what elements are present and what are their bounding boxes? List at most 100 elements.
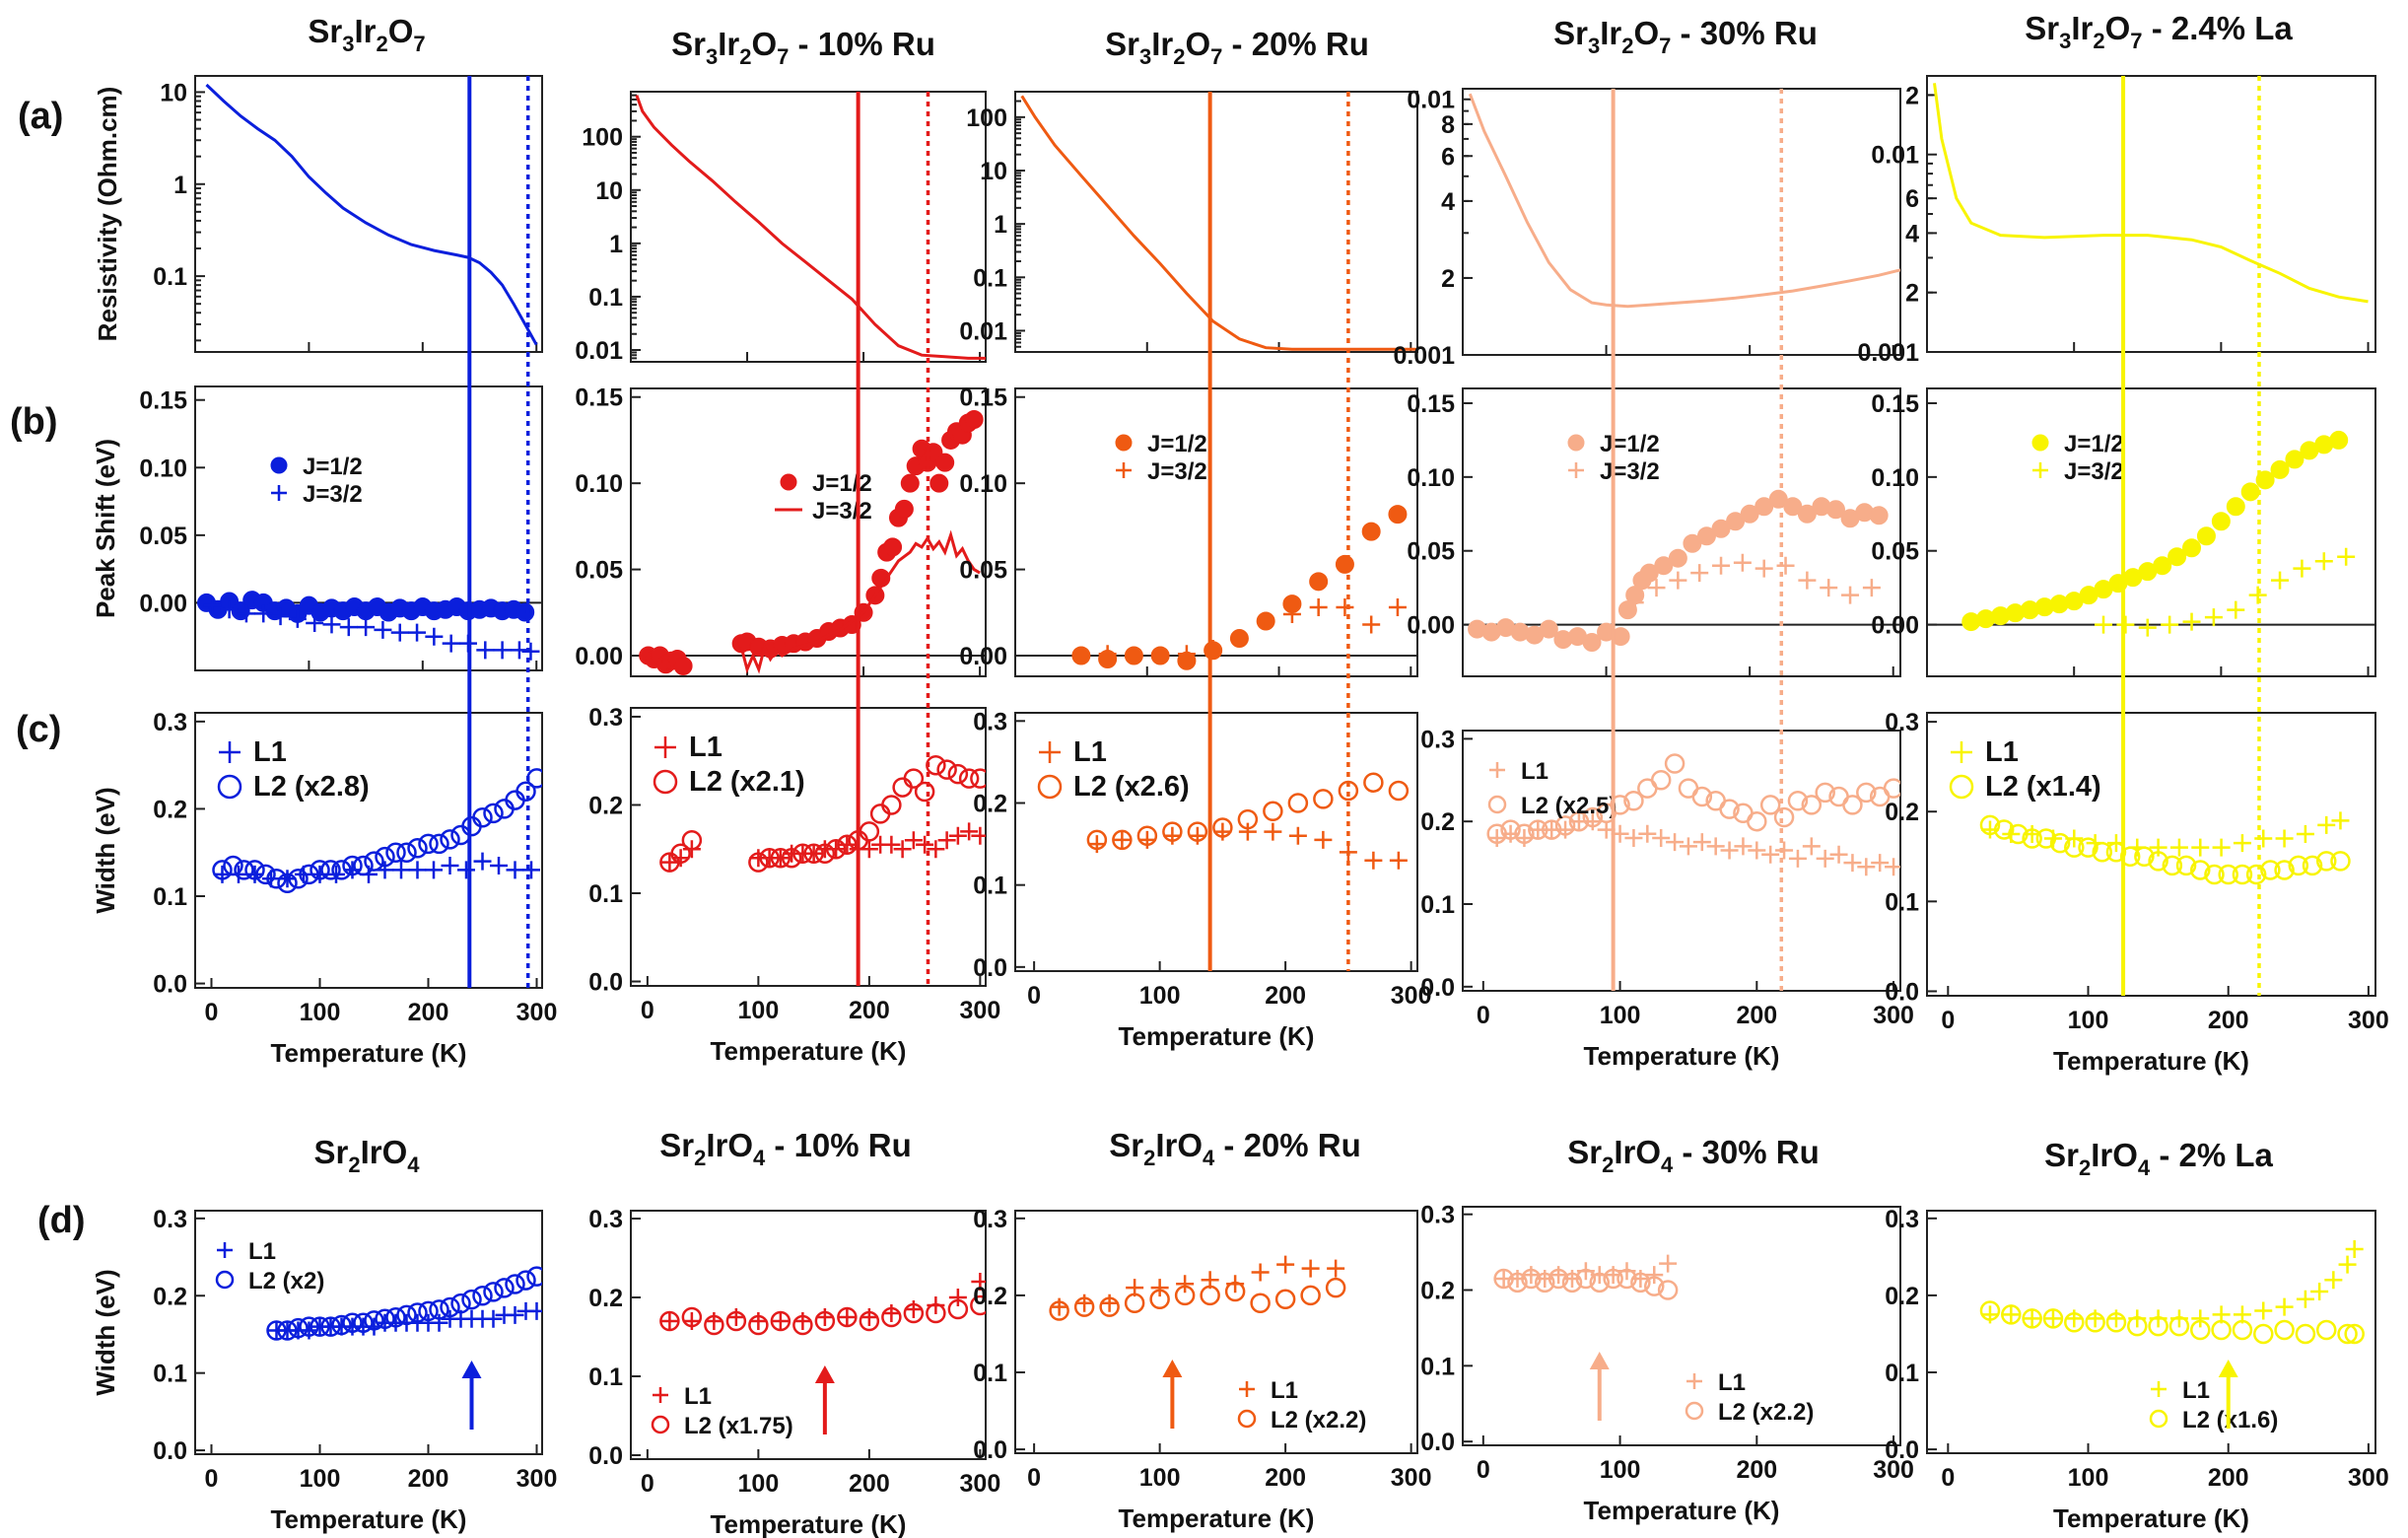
data-point xyxy=(266,869,287,889)
data-point xyxy=(1820,579,1838,597)
series-J=3/2 xyxy=(1625,553,1881,612)
x-tick-label: 200 xyxy=(849,1470,890,1498)
data-point xyxy=(2337,547,2356,566)
data-point xyxy=(2254,1301,2273,1320)
x-tick-label: 100 xyxy=(2068,1007,2109,1034)
data-point xyxy=(396,842,417,863)
data-point xyxy=(331,860,352,880)
legend-marker xyxy=(219,741,241,763)
data-point xyxy=(860,840,878,859)
data-point xyxy=(1276,1255,1295,1274)
data-point xyxy=(1213,822,1232,841)
data-point xyxy=(484,1309,503,1328)
data-point xyxy=(1257,612,1275,631)
x-tick-label: 200 xyxy=(408,999,449,1026)
x-tick-label: 300 xyxy=(1391,982,1432,1010)
data-point xyxy=(2288,855,2309,876)
data-point xyxy=(476,641,495,660)
series-line xyxy=(739,529,981,674)
data-point xyxy=(926,1302,946,1324)
data-point xyxy=(2064,1311,2085,1333)
y-tick-label: 0.1 xyxy=(1420,1353,1455,1380)
data-point xyxy=(299,864,319,885)
y-axis-label: Width (eV) xyxy=(91,787,120,913)
data-point xyxy=(860,1308,878,1326)
legend-marker xyxy=(1567,434,1585,452)
panel-b3: 0.00 0.05 0.10 0.15 J=1/2J=3/2 xyxy=(959,384,1418,677)
data-point xyxy=(2149,838,2167,857)
data-point xyxy=(472,1286,493,1306)
data-point xyxy=(430,1313,448,1332)
data-point xyxy=(2315,851,2337,872)
data-point xyxy=(494,1278,515,1298)
plot-frame xyxy=(194,712,543,989)
series-L1 xyxy=(213,852,540,888)
data-point xyxy=(2275,1297,2294,1316)
y-tick-label: 0.1 xyxy=(973,873,1007,900)
data-point xyxy=(1554,815,1576,836)
data-point xyxy=(726,1308,745,1326)
data-point xyxy=(1733,553,1752,572)
plot-frame xyxy=(1926,712,2376,997)
data-point xyxy=(353,1312,374,1333)
data-point xyxy=(1617,1268,1637,1290)
plot-frame xyxy=(194,75,543,353)
data-point xyxy=(1706,837,1725,856)
legend-label: L1 xyxy=(684,1383,712,1410)
y-tick-label: 0.1 xyxy=(1420,891,1455,919)
data-point xyxy=(1871,854,1890,873)
x-tick-label: 0 xyxy=(1027,1464,1041,1492)
panel-a4: 0.001 2 4 6 80.01 xyxy=(1393,87,1901,370)
data-point xyxy=(948,1289,967,1306)
y-tick-label: 4 xyxy=(1905,220,1919,247)
legend-label: L1 xyxy=(248,1238,276,1265)
data-point xyxy=(759,847,780,869)
data-point xyxy=(1862,579,1881,597)
plot-frame xyxy=(1014,712,1418,972)
y-tick-label: 0.001 xyxy=(1393,342,1455,370)
x-axis-label: Temperature (K) xyxy=(2053,1046,2249,1076)
legend: L1 L2 (x1.75) xyxy=(651,1383,793,1439)
panel-c2: 0.0 0.1 0.2 0.3 0 100 200 300 Temperature (K) L1L… xyxy=(588,704,1000,1066)
y-tick-label: 0.2 xyxy=(588,792,623,819)
y-tick-label: 2 xyxy=(1905,280,1919,308)
series-line xyxy=(1020,95,1417,351)
y-tick-label: 0.2 xyxy=(1885,799,1919,826)
data-point xyxy=(2095,615,2113,634)
data-point xyxy=(1691,786,1713,807)
data-point xyxy=(483,1282,504,1302)
data-point xyxy=(1657,1280,1679,1300)
data-point xyxy=(2148,1315,2168,1337)
data-point xyxy=(516,781,536,802)
data-layer xyxy=(1468,93,1900,309)
plot-frame xyxy=(1926,1210,2376,1454)
data-point xyxy=(1362,615,1381,634)
data-point xyxy=(1788,849,1807,868)
data-point xyxy=(1623,790,1644,811)
data-point xyxy=(1541,819,1562,840)
data-point xyxy=(1388,598,1407,617)
data-point xyxy=(705,1312,723,1330)
x-tick-label: 0 xyxy=(205,1465,219,1493)
x-tick-label: 100 xyxy=(1139,1464,1181,1492)
plot-frame xyxy=(1462,88,1901,356)
data-point xyxy=(960,822,979,841)
panel-title-a5: Sr3Ir2O7 - 2.4% La xyxy=(2025,10,2293,53)
y-tick-label: 0.3 xyxy=(588,704,623,732)
data-point xyxy=(2295,1323,2316,1345)
panel-title-d3: Sr2IrO4 - 20% Ru xyxy=(1109,1127,1361,1170)
data-point xyxy=(964,409,984,429)
data-point xyxy=(970,1294,986,1316)
y-tick-label: 0.00 xyxy=(1871,612,1919,640)
series-L2 (x1.75) xyxy=(659,1294,986,1336)
data-point xyxy=(770,1310,791,1332)
data-point xyxy=(450,1293,471,1314)
data-point xyxy=(937,831,956,850)
panel-title-a3: Sr3Ir2O7 - 20% Ru xyxy=(1105,26,1369,69)
data-point xyxy=(1314,830,1333,849)
y-tick-label: 0.1 xyxy=(588,1363,623,1391)
data-point xyxy=(1124,1293,1145,1313)
